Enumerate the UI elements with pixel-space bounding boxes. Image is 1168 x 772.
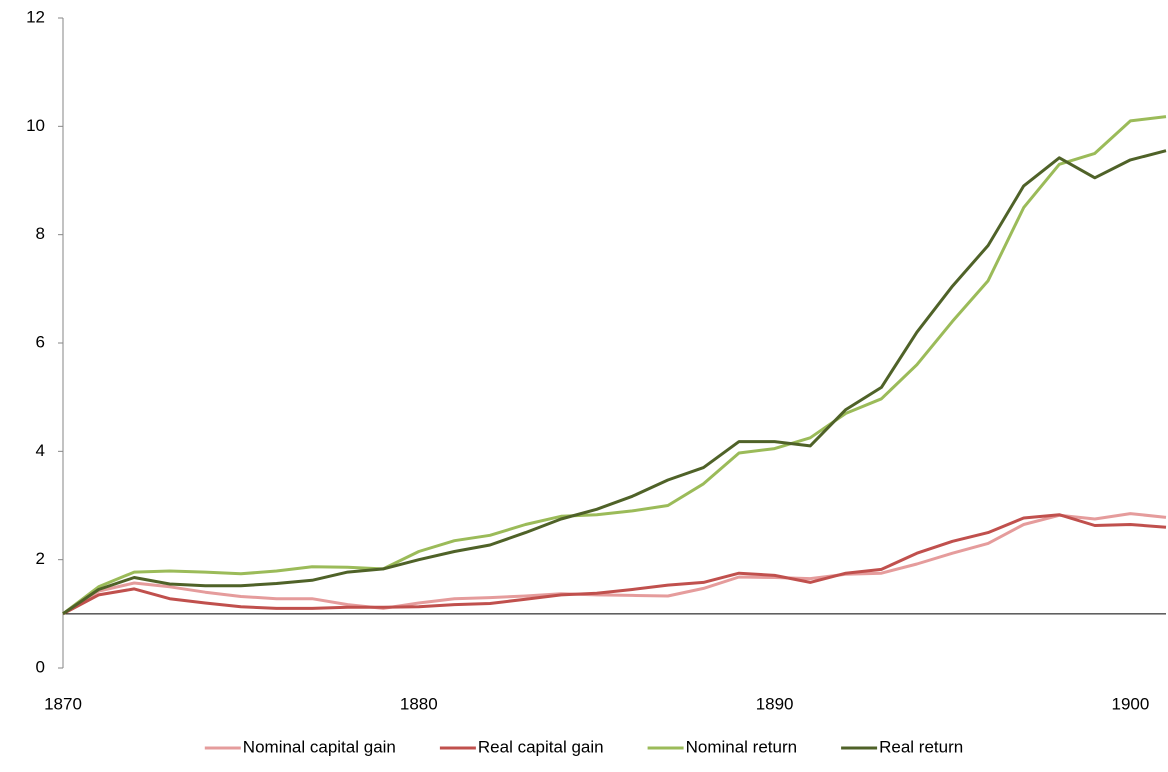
y-tick-label: 0 (36, 657, 45, 676)
series-line (62, 512, 1167, 616)
y-tick-label: 4 (36, 441, 45, 460)
x-tick-label: 1870 (44, 694, 82, 713)
series-line (62, 513, 1167, 616)
legend-label: Real capital gain (478, 737, 604, 756)
legend-label: Real return (879, 737, 963, 756)
series-line (62, 115, 1167, 615)
y-tick-label: 8 (36, 224, 45, 243)
x-tick-label: 1900 (1112, 694, 1150, 713)
series-line (62, 149, 1167, 616)
y-tick-label: 2 (36, 549, 45, 568)
legend-label: Nominal return (686, 737, 798, 756)
y-tick-label: 6 (36, 332, 45, 351)
y-tick-label: 12 (26, 7, 45, 26)
x-tick-label: 1890 (756, 694, 794, 713)
legend-label: Nominal capital gain (243, 737, 396, 756)
y-tick-label: 10 (26, 116, 45, 135)
x-tick-label: 1880 (400, 694, 438, 713)
